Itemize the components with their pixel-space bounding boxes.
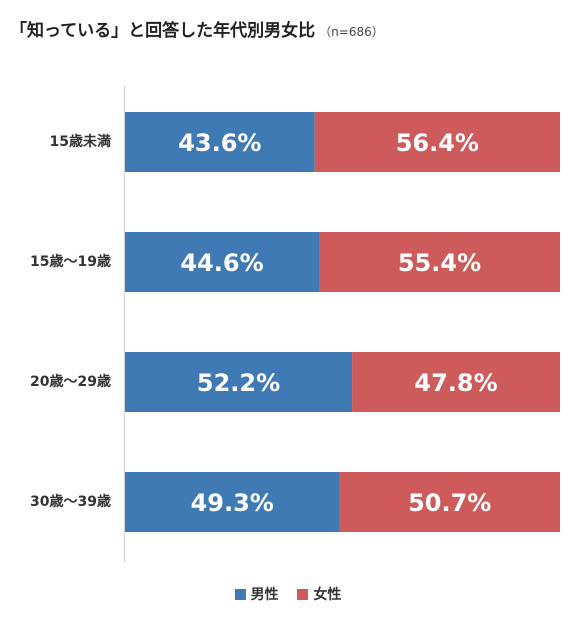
legend-label-male: 男性 (250, 587, 279, 603)
bar-segment-female (314, 112, 560, 172)
category-label: 15歳未満 (50, 133, 111, 150)
legend: 男性 女性 (0, 584, 576, 604)
data-label: 56.4% (396, 129, 479, 157)
legend-label-female: 女性 (313, 587, 342, 603)
legend-item-male: 男性 (234, 584, 279, 604)
data-label: 43.6% (178, 129, 261, 157)
data-label: 44.6% (180, 249, 263, 277)
data-label: 52.2% (197, 369, 280, 397)
bar-segment-male (125, 352, 353, 412)
category-label: 15歳～19歳 (30, 253, 111, 270)
category-label: 30歳～39歳 (30, 493, 111, 510)
bar-segment-female (319, 232, 560, 292)
legend-swatch-male (234, 588, 246, 600)
bar-segment-male (125, 472, 340, 532)
bar-segment-male (125, 232, 320, 292)
data-label: 50.7% (408, 489, 491, 517)
chart-title: 「知っている」と回答した年代別男女比 （n=686） (10, 16, 384, 41)
bar-segment-female (339, 472, 560, 532)
bar-segment-male (125, 112, 315, 172)
chart-sample-size: （n=686） (319, 25, 384, 39)
legend-swatch-female (297, 588, 309, 600)
bar-segment-female (352, 352, 560, 412)
data-label: 47.8% (414, 369, 497, 397)
category-label: 20歳～29歳 (30, 373, 111, 390)
data-label: 55.4% (398, 249, 481, 277)
legend-item-female: 女性 (297, 584, 341, 604)
data-label: 49.3% (191, 489, 274, 517)
chart-title-main: 「知っている」と回答した年代別男女比 (10, 21, 316, 41)
